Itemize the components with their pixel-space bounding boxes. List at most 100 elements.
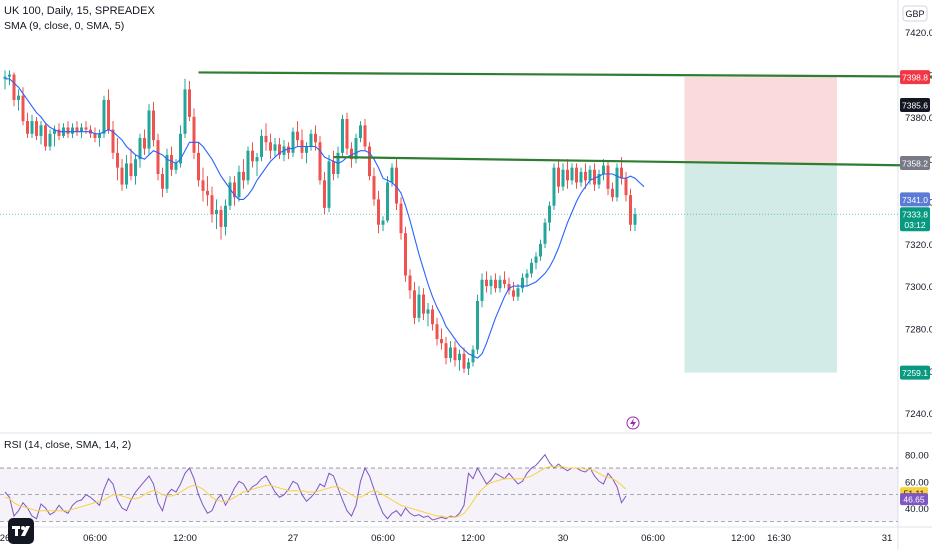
candle-body	[98, 133, 101, 139]
time-tick-label: 12:00	[173, 533, 197, 544]
candle-body	[381, 220, 385, 225]
candle	[269, 133, 272, 160]
candle-body	[606, 165, 610, 189]
candle-body	[539, 243, 542, 257]
candle-body	[93, 133, 97, 139]
candle	[404, 226, 407, 282]
candle	[17, 89, 20, 111]
candle	[242, 159, 245, 189]
candle	[174, 159, 178, 174]
candle	[255, 152, 259, 177]
candle-body	[611, 188, 614, 198]
tradingview-logo-icon[interactable]	[8, 518, 34, 544]
candle-body	[138, 138, 142, 160]
candle-body	[440, 339, 443, 344]
candle-body	[593, 169, 596, 185]
candle-body	[197, 152, 200, 181]
candle-body	[84, 127, 88, 130]
candle	[71, 123, 74, 139]
rsi-tick-label: 60.00	[905, 477, 929, 488]
candle	[597, 169, 601, 189]
candle	[192, 108, 196, 160]
candle-body	[458, 353, 461, 361]
candle-body	[404, 233, 407, 276]
candle-body	[66, 127, 70, 134]
candle	[3, 70, 7, 90]
candle	[260, 129, 263, 162]
candle-body	[210, 195, 214, 215]
price-tag-sma-high-text: 7385.6	[902, 101, 928, 111]
candle-body	[165, 154, 169, 189]
candle	[138, 133, 142, 168]
price-tick-label: 7380.0	[905, 113, 932, 124]
candle-body	[152, 110, 155, 141]
candle	[611, 182, 614, 202]
candle-body	[237, 171, 241, 198]
candle	[552, 163, 556, 210]
candle	[359, 121, 362, 143]
candle	[26, 112, 29, 139]
currency-label: GBP	[905, 9, 924, 19]
candle	[363, 118, 367, 151]
currency-box	[902, 5, 928, 22]
candle	[566, 159, 569, 189]
candle	[395, 159, 398, 210]
candle-body	[435, 324, 439, 340]
candle	[300, 129, 304, 160]
candle	[435, 317, 439, 346]
time-tick-label: 06:00	[641, 533, 665, 544]
candle	[246, 146, 250, 185]
candle-body	[372, 176, 376, 200]
candle	[408, 269, 412, 299]
candle	[120, 159, 124, 191]
candle-body	[350, 148, 353, 160]
candle	[494, 273, 497, 293]
candle-body	[620, 167, 623, 179]
candle	[66, 121, 70, 139]
candle	[386, 176, 389, 223]
candle-body	[323, 180, 326, 208]
rsi-indicator-label[interactable]: RSI (14, close, SMA, 14, 2)	[4, 439, 132, 451]
candle-body	[107, 99, 110, 130]
candle	[431, 305, 434, 331]
candle-body	[30, 121, 34, 134]
sma-line	[5, 78, 645, 359]
sma-indicator-label[interactable]: SMA (9, close, 0, SMA, 5)	[4, 20, 125, 32]
candle-body	[215, 209, 218, 215]
candle-body	[192, 116, 196, 153]
candle	[557, 159, 560, 194]
candle-body	[570, 167, 574, 181]
candle	[422, 288, 425, 320]
candle-body	[525, 273, 529, 278]
candle	[8, 70, 11, 86]
symbol-title[interactable]: UK 100, Daily, 15, SPREADEX	[4, 5, 155, 17]
time-tick-label: 16:30	[767, 533, 791, 544]
candle-body	[615, 167, 619, 198]
candle-body	[273, 144, 277, 151]
candle-body	[39, 125, 43, 136]
time-tick-label: 26	[0, 533, 10, 544]
candle	[377, 190, 380, 234]
candle	[147, 104, 151, 155]
candle-body	[489, 279, 493, 287]
candle	[165, 148, 169, 194]
candle-body	[602, 165, 605, 174]
candle	[219, 205, 223, 240]
candle-body	[395, 167, 398, 204]
time-tick-label: 06:00	[83, 533, 107, 544]
candle	[44, 123, 47, 151]
candle-body	[530, 262, 533, 274]
candle-body	[147, 110, 151, 149]
candle	[237, 165, 241, 202]
time-tick-label: 30	[558, 533, 569, 544]
candle	[489, 275, 493, 295]
candle-body	[183, 89, 187, 134]
candle	[332, 150, 335, 181]
candle-body	[170, 154, 173, 170]
candle	[143, 129, 146, 155]
candle	[156, 133, 160, 181]
candle	[12, 72, 16, 107]
candle-body	[12, 74, 16, 100]
candle-body	[444, 343, 448, 359]
